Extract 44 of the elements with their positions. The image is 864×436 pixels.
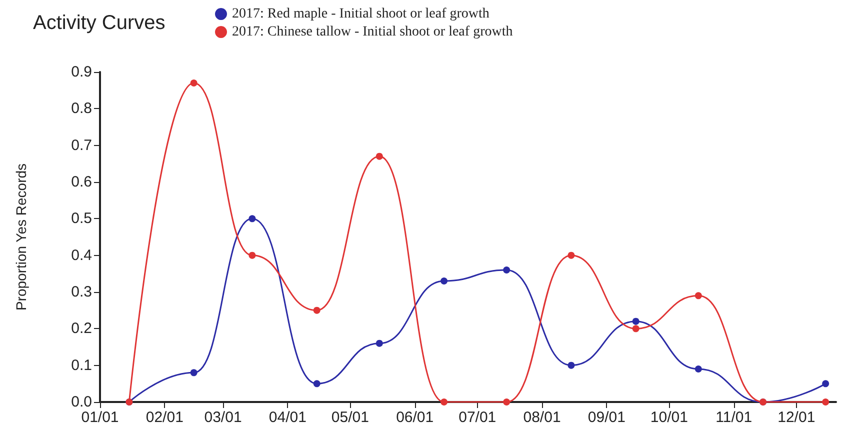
x-tick-label: 05/01 — [331, 409, 369, 426]
y-axis-title: Proportion Yes Records — [13, 163, 29, 311]
x-tick-label: 11/01 — [716, 409, 752, 426]
x-tick-label: 06/01 — [396, 409, 434, 426]
point — [376, 152, 383, 160]
y-tick-label: 0.9 — [71, 64, 92, 80]
point — [503, 398, 510, 406]
x-tick-label: 04/01 — [268, 409, 306, 426]
y-tick-label: 0.3 — [71, 284, 92, 300]
point — [632, 325, 640, 332]
point — [822, 398, 830, 406]
x-tick-label: 02/01 — [146, 409, 184, 426]
point — [568, 252, 575, 259]
y-tick-label: 0.5 — [71, 210, 92, 228]
point — [694, 292, 702, 300]
point — [822, 380, 830, 388]
point — [248, 215, 256, 222]
x-tick-label: 07/01 — [458, 409, 496, 426]
y-tick-label: 0.6 — [71, 174, 92, 190]
point — [313, 306, 320, 314]
legend-label: 2017: Chinese tallow - Initial shoot or leaf growth — [232, 24, 513, 40]
point — [694, 366, 702, 372]
x-tick-label: 09/01 — [588, 409, 626, 426]
point — [440, 278, 448, 284]
point — [313, 380, 320, 388]
chart-title: Activity Curves — [33, 12, 166, 34]
legend-label: 2017: Red maple - Initial shoot or leaf growth — [232, 6, 490, 22]
x-tick-label: 12/01 — [778, 409, 816, 426]
x-tick-label: 10/01 — [650, 409, 688, 426]
point — [376, 340, 383, 347]
y-tick-label: 0.7 — [71, 136, 92, 154]
x-tick-label: 08/01 — [523, 409, 561, 426]
point — [440, 398, 448, 406]
y-tick-label: 0.0 — [71, 394, 92, 410]
x-tick-label: 01/01 — [81, 409, 119, 426]
y-tick-label: 0.4 — [71, 246, 92, 264]
y-tick-label: 0.8 — [71, 100, 92, 118]
y-tick-label: 0.2 — [71, 320, 92, 338]
x-tick-label: 03/01 — [204, 409, 242, 426]
point — [632, 318, 640, 325]
point — [248, 252, 256, 259]
point — [503, 266, 510, 274]
point — [568, 362, 575, 369]
y-tick-label: 0.1 — [71, 356, 92, 374]
